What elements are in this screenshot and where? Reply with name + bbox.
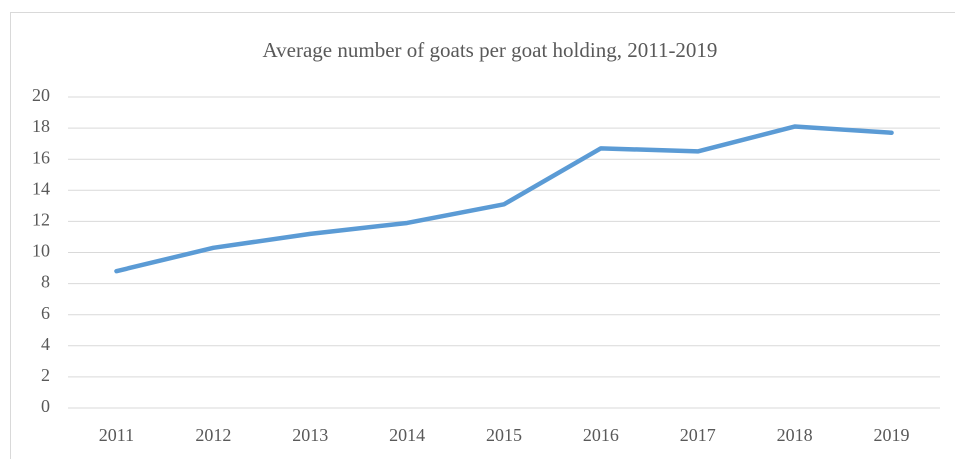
y-tick-label: 4: [41, 334, 50, 354]
x-tick-label: 2014: [389, 425, 425, 445]
y-tick-label: 10: [32, 241, 50, 261]
y-tick-label: 6: [41, 303, 50, 323]
y-tick-label: 12: [32, 210, 50, 230]
y-tick-label: 8: [41, 272, 50, 292]
y-tick-label: 16: [32, 147, 50, 167]
y-tick-label: 14: [32, 178, 50, 198]
x-tick-label: 2011: [99, 425, 134, 445]
chart-title: Average number of goats per goat holding…: [263, 38, 718, 62]
x-tick-label: 2012: [195, 425, 231, 445]
x-tick-label: 2017: [680, 425, 716, 445]
x-tick-label: 2018: [777, 425, 813, 445]
x-tick-label: 2013: [292, 425, 328, 445]
y-tick-label: 0: [41, 396, 50, 416]
x-tick-label: 2016: [583, 425, 619, 445]
chart-border: [10, 12, 955, 459]
y-tick-label: 20: [32, 85, 50, 105]
x-tick-label: 2015: [486, 425, 522, 445]
data-line: [114, 124, 894, 274]
y-tick-label: 2: [41, 365, 50, 385]
y-tick-label: 18: [32, 116, 50, 136]
x-tick-label: 2019: [874, 425, 910, 445]
